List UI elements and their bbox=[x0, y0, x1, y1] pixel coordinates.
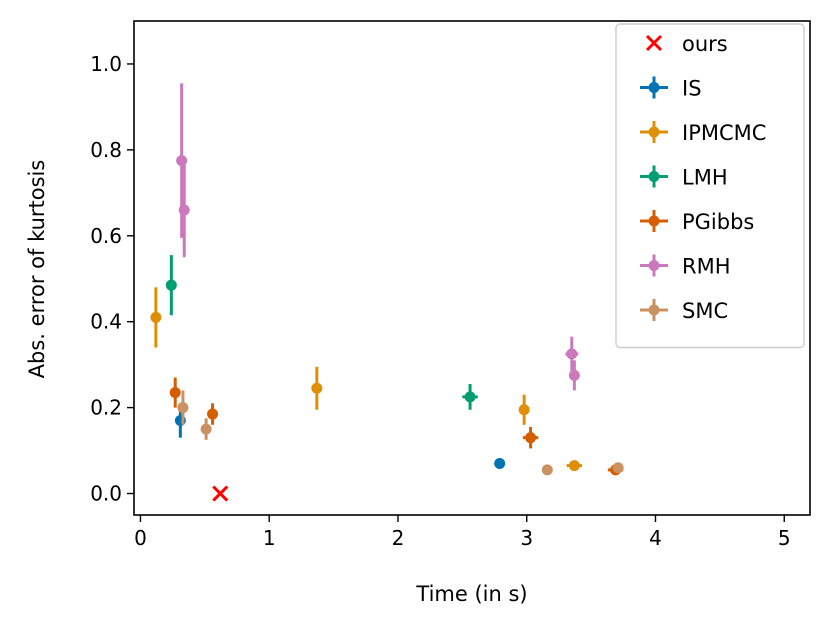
legend-marker-rmh bbox=[648, 260, 660, 271]
legend-marker-pgibbs bbox=[648, 215, 660, 227]
x-axis-title: Time (in s) bbox=[415, 582, 527, 606]
data-point-lmh bbox=[165, 279, 177, 291]
legend-label-lmh: LMH bbox=[682, 166, 728, 190]
x-tick-label: 4 bbox=[649, 526, 662, 550]
data-point-ipmcmc bbox=[150, 311, 162, 323]
y-axis-title: Abs. error of kurtosis bbox=[25, 160, 49, 379]
data-point-pgibbs bbox=[207, 408, 219, 420]
data-point-ipmcmc bbox=[568, 460, 580, 472]
legend-marker-ours bbox=[645, 34, 663, 52]
data-point-smc bbox=[612, 462, 624, 474]
legend-label-ipmcmc: IPMCMC bbox=[682, 121, 766, 145]
legend-label-rmh: RMH bbox=[682, 255, 731, 279]
legend: ours IS IPMCMC LMH PGibbs RMH SMC bbox=[615, 23, 805, 349]
y-tick-label: 0.4 bbox=[90, 310, 122, 334]
y-tick-label: 0.2 bbox=[90, 396, 122, 420]
x-tick-label: 1 bbox=[263, 526, 276, 550]
legend-marker-lmh bbox=[648, 171, 660, 182]
x-tick-label: 2 bbox=[392, 526, 405, 550]
x-tick-label: 3 bbox=[520, 526, 533, 550]
axes-frame bbox=[133, 20, 811, 516]
data-point-rmh bbox=[566, 348, 578, 360]
x-axis: 0 1 2 3 4 5 bbox=[134, 515, 791, 550]
legend-label-is: IS bbox=[682, 77, 702, 101]
plot-area bbox=[133, 20, 811, 516]
data-point-pgibbs bbox=[169, 387, 181, 399]
data-point-rmh bbox=[568, 369, 580, 381]
data-point-pgibbs bbox=[525, 432, 537, 444]
x-tick-label: 5 bbox=[778, 526, 791, 550]
y-axis: 0.0 0.2 0.4 0.6 0.8 1.0 bbox=[90, 52, 134, 506]
data-point-ipmcmc bbox=[311, 382, 323, 394]
x-tick-label: 0 bbox=[134, 526, 147, 550]
legend-marker-smc bbox=[648, 304, 660, 316]
legend-label-ours: ours bbox=[682, 32, 728, 56]
legend-marker-is bbox=[648, 82, 660, 93]
data-point-ours-stroke bbox=[212, 485, 229, 502]
legend-marker-ipmcmc bbox=[648, 126, 660, 138]
legend-label-smc: SMC bbox=[682, 299, 728, 323]
data-point-ipmcmc bbox=[518, 404, 530, 416]
y-tick-label: 0.8 bbox=[90, 138, 122, 162]
data-point-smc bbox=[177, 402, 189, 414]
y-tick-label: 0.6 bbox=[90, 224, 122, 248]
data-point-smc bbox=[541, 464, 553, 476]
data-point-is bbox=[494, 457, 506, 469]
data-point-smc bbox=[200, 423, 212, 435]
y-tick-label: 1.0 bbox=[90, 52, 122, 76]
legend-label-pgibbs: PGibbs bbox=[682, 210, 754, 234]
data-point-rmh bbox=[178, 204, 190, 216]
data-point-lmh bbox=[464, 391, 476, 403]
y-tick-label: 0.0 bbox=[90, 482, 122, 506]
